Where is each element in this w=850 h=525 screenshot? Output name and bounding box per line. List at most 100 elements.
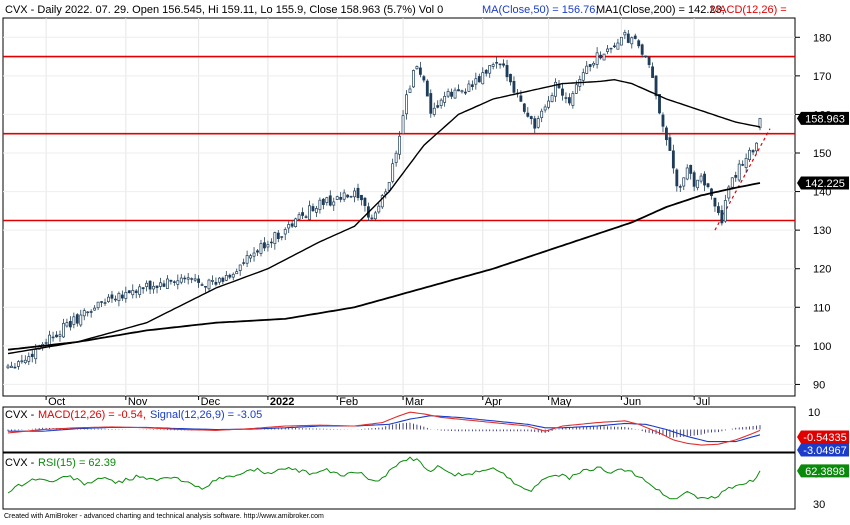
price-pane[interactable]: [2, 17, 796, 397]
candle-body: [588, 64, 592, 67]
candle-body: [536, 118, 540, 128]
candle-body: [408, 88, 412, 93]
candle-body: [727, 186, 731, 199]
rsi-value-badge-bg: [797, 464, 849, 478]
candle-body: [373, 212, 377, 220]
ma50-line: [7, 78, 761, 355]
candle-body: [58, 334, 62, 337]
close-price-badge-bg: [797, 111, 849, 125]
candle-body: [387, 182, 391, 191]
signal-value-badge-bg: [797, 443, 849, 457]
candle-body: [235, 271, 239, 275]
candle-body: [321, 198, 325, 205]
candle-body: [152, 285, 155, 290]
candle-body: [734, 175, 738, 178]
candle-body: [211, 280, 214, 282]
candle-body: [231, 273, 235, 278]
candle-body: [554, 81, 557, 97]
candle-body: [398, 135, 402, 155]
candle-body: [148, 280, 152, 290]
candle-body: [328, 195, 332, 206]
candle-body: [640, 44, 644, 55]
candle-body: [155, 285, 159, 288]
candle-body: [242, 262, 246, 264]
candle-body: [332, 201, 336, 206]
candle-body: [394, 152, 398, 163]
candle-body: [165, 278, 169, 289]
candle-body: [221, 277, 225, 282]
candle-body: [443, 95, 447, 103]
candle-body: [713, 197, 717, 207]
candle-body: [474, 78, 478, 85]
value-badges: 158.963 142.225 -0.54335-3.04967 62.3898: [797, 111, 849, 478]
candle-body: [117, 293, 121, 302]
candle-body: [269, 241, 273, 244]
close-price-badge: 158.963: [805, 113, 845, 125]
candle-body: [217, 277, 221, 283]
y-tick-label: 140: [813, 187, 831, 199]
macd-value-badge-bg: [797, 430, 849, 444]
candle-body: [529, 116, 533, 120]
candle-body: [346, 194, 350, 198]
candle-body: [120, 294, 124, 299]
candle-body: [301, 212, 304, 216]
candlestick-series: [6, 29, 762, 370]
signal-pane-label: Signal(12,26,9) = -3.05: [150, 409, 262, 421]
candle-body: [730, 177, 734, 188]
candle-body: [682, 177, 686, 187]
x-tick-label: Dec: [201, 396, 221, 408]
candle-body: [495, 62, 499, 64]
candle-body: [512, 80, 516, 93]
candle-body: [96, 301, 100, 309]
rsi-pane-prefix: CVX -: [5, 457, 35, 469]
macd-value-badge: -0.54335: [803, 432, 846, 444]
macd-pane[interactable]: [2, 406, 796, 453]
candle-body: [342, 192, 346, 200]
candle-body: [249, 255, 253, 259]
candle-body: [72, 316, 76, 325]
candle-body: [453, 89, 457, 99]
x-tick-label: 2022: [270, 396, 294, 408]
candle-body: [616, 42, 620, 50]
candle-body: [93, 307, 97, 311]
candle-body: [356, 187, 360, 198]
rsi-series: [7, 456, 761, 500]
candle-body: [207, 279, 211, 290]
candle-body: [436, 105, 440, 108]
candle-body: [502, 63, 505, 66]
rsi-pane[interactable]: [2, 452, 796, 510]
candle-body: [287, 224, 291, 229]
candle-body: [127, 290, 131, 294]
candle-body: [422, 76, 426, 81]
grid-lines: [3, 18, 795, 396]
candle-body: [696, 179, 700, 189]
candle-body: [190, 278, 194, 280]
candle-body: [630, 37, 634, 45]
macd-header-label: MACD(12,26) =: [710, 4, 787, 16]
candle-body: [380, 195, 384, 208]
candle-body: [741, 164, 745, 166]
candle-body: [699, 175, 703, 182]
rsi-pane-label: RSI(15) = 62.39: [38, 457, 116, 469]
x-tick-label: Jun: [623, 396, 641, 408]
candle-body: [179, 277, 183, 283]
candle-body: [654, 75, 658, 97]
candle-body: [415, 66, 419, 70]
candle-body: [62, 323, 65, 338]
moving-averages: [7, 78, 761, 355]
candle-body: [200, 284, 204, 286]
candle-body: [755, 142, 758, 152]
candle-body: [685, 167, 689, 180]
candle-body: [186, 277, 190, 280]
candle-body: [44, 342, 48, 344]
candle-body: [377, 205, 381, 213]
candle-body: [509, 73, 512, 83]
candle-body: [751, 150, 755, 153]
candle-body: [633, 35, 637, 39]
candle-body: [602, 53, 606, 61]
candle-body: [65, 322, 69, 327]
x-tick-label: Mar: [405, 396, 424, 408]
y-tick-label: 120: [813, 264, 831, 276]
candle-body: [567, 97, 571, 104]
candle-body: [488, 65, 492, 74]
